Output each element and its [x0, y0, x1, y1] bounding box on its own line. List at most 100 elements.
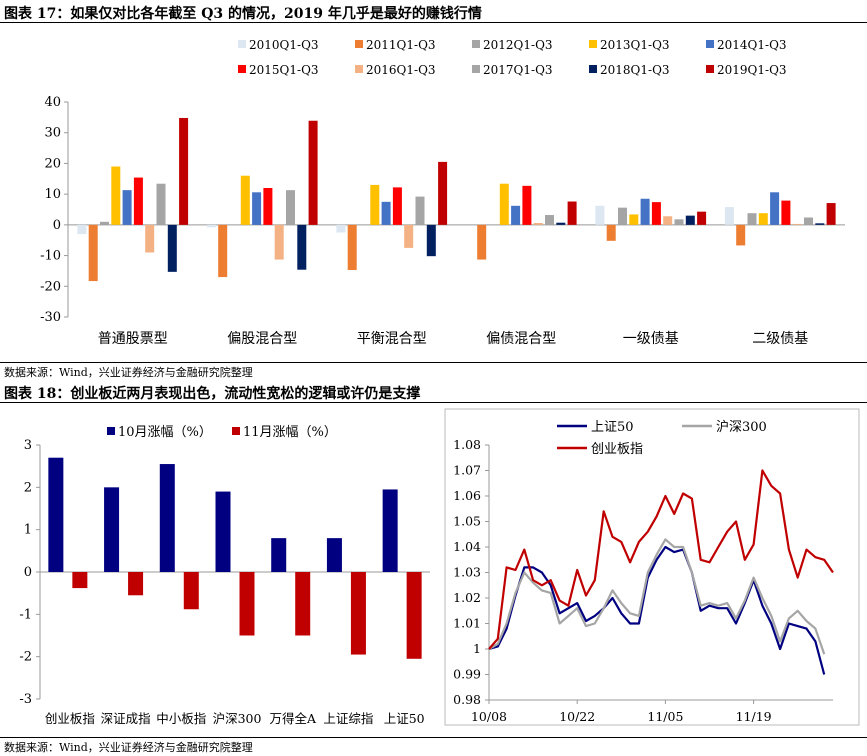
category-label: 沪深300 [213, 711, 262, 726]
bar-2019Q1-Q3 [179, 117, 189, 225]
bar-2016Q1-Q3 [404, 224, 414, 248]
bar-2019Q1-Q3 [308, 120, 318, 225]
y-tick-label: 1.08 [453, 437, 481, 452]
category-label: 一级债基 [623, 330, 679, 347]
bar-2019Q1-Q3 [826, 203, 836, 225]
y-tick-label: 1.01 [453, 616, 481, 631]
bar-2011Q1-Q3 [88, 224, 98, 282]
bar-10月涨幅（%） [48, 457, 64, 572]
category-label: 深证成指 [101, 711, 151, 726]
y-tick-label: 30 [44, 126, 61, 141]
bar-2018Q1-Q3 [815, 223, 825, 225]
bar-2014Q1-Q3 [381, 201, 391, 225]
line-上证50 [488, 545, 826, 675]
figure17-source: 数据来源：Wind，兴业证券经济与金融研究院整理 [4, 366, 253, 379]
y-tick-label: -1 [19, 607, 32, 622]
bar-2011Q1-Q3 [736, 224, 746, 246]
legend-swatch [589, 40, 597, 48]
category-label: 普通股票型 [98, 331, 168, 347]
bar-11月涨幅（%） [295, 572, 311, 636]
legend-swatch [232, 427, 240, 435]
category-label: 偏债混合型 [486, 331, 556, 347]
bar-2017Q1-Q3 [415, 196, 425, 225]
bar-2010Q1-Q3 [206, 224, 216, 228]
y-tick-label: 1 [24, 523, 32, 538]
line-创业板指 [488, 469, 834, 650]
bar-10月涨幅（%） [104, 487, 120, 572]
bar-2012Q1-Q3 [618, 207, 627, 225]
y-tick-label: 1.05 [453, 514, 481, 529]
x-tick-label: 11/05 [647, 709, 683, 724]
y-tick-label: 3 [24, 438, 32, 453]
bar-10月涨幅（%） [215, 491, 231, 572]
chart-border [444, 408, 860, 726]
bar-2016Q1-Q3 [145, 224, 155, 253]
figure18-index-line-chart: 1.08 1.07 1.06 1.05 1.04 1.03 1.02 1.01 1 0.99 0.9… [444, 408, 860, 726]
legend-label: 沪深300 [716, 419, 767, 435]
legend-swatch [589, 65, 597, 73]
bar-2015Q1-Q3 [133, 177, 143, 225]
y-tick-label: 1.03 [453, 565, 481, 580]
bar-2018Q1-Q3 [297, 224, 307, 270]
y-tick-label: 10 [44, 187, 61, 202]
y-tick-label: 20 [44, 156, 61, 171]
legend-label: 2018Q1-Q3 [600, 63, 670, 77]
bar-2015Q1-Q3 [263, 188, 273, 225]
legend-label: 2014Q1-Q3 [717, 38, 787, 52]
bar-2011Q1-Q3 [218, 224, 228, 278]
bar-11月涨幅（%） [350, 572, 366, 655]
bar-2015Q1-Q3 [522, 185, 532, 225]
legend-swatch [355, 40, 363, 48]
y-tick-label: 0.99 [453, 667, 481, 682]
category-label: 偏股混合型 [227, 331, 297, 347]
bar-2015Q1-Q3 [781, 200, 791, 225]
legend-swatch [472, 40, 480, 48]
legend-label: 2012Q1-Q3 [483, 38, 553, 52]
legend-swatch [355, 65, 363, 73]
category-label: 平衡混合型 [357, 331, 427, 347]
bar-2019Q1-Q3 [697, 211, 707, 225]
bar-11月涨幅（%） [128, 572, 144, 596]
bar-2019Q1-Q3 [438, 161, 448, 225]
legend-label: 2015Q1-Q3 [249, 63, 319, 77]
bar-11月涨幅（%） [72, 572, 88, 589]
legend-label: 2013Q1-Q3 [600, 38, 670, 52]
bar-2017Q1-Q3 [804, 217, 813, 225]
x-tick-label: 11/19 [736, 709, 772, 724]
bar-2012Q1-Q3 [747, 213, 757, 225]
category-label: 上证综指 [323, 711, 373, 726]
legend-swatch [238, 65, 246, 73]
legend-swatch [706, 65, 714, 73]
bar-2012Q1-Q3 [100, 221, 109, 225]
y-tick-label: 1.04 [453, 539, 481, 554]
bar-2018Q1-Q3 [426, 224, 436, 257]
bar-2011Q1-Q3 [347, 224, 357, 271]
category-label: 中小板指 [156, 711, 206, 726]
y-tick-label: 2 [24, 480, 32, 495]
legend-label: 2016Q1-Q3 [366, 63, 436, 77]
bar-2013Q1-Q3 [111, 166, 121, 225]
bar-2014Q1-Q3 [511, 205, 521, 225]
bar-2013Q1-Q3 [370, 184, 380, 225]
y-tick-label: -2 [19, 650, 32, 665]
y-tick-label: 0 [53, 218, 61, 233]
bar-2019Q1-Q3 [567, 201, 577, 225]
legend-label: 2011Q1-Q3 [366, 38, 436, 52]
bar-11月涨幅（%） [406, 572, 422, 659]
category-label: 二级债基 [752, 330, 808, 347]
legend-label: 上证50 [591, 420, 634, 435]
bar-2017Q1-Q3 [156, 183, 166, 225]
bar-2018Q1-Q3 [556, 222, 566, 225]
y-tick-label: 1.02 [453, 590, 481, 605]
bar-2016Q1-Q3 [533, 223, 543, 225]
bar-2013Q1-Q3 [629, 214, 639, 225]
bar-2018Q1-Q3 [685, 215, 695, 225]
legend-swatch [107, 427, 115, 435]
bar-2010Q1-Q3 [77, 224, 87, 235]
category-label: 万得全A [269, 711, 317, 726]
legend-label: 10月涨幅（%） [118, 425, 212, 440]
bar-2013Q1-Q3 [499, 183, 509, 225]
y-tick-label: 0.98 [453, 692, 481, 707]
bar-2014Q1-Q3 [770, 192, 780, 225]
bar-10月涨幅（%） [159, 464, 175, 572]
